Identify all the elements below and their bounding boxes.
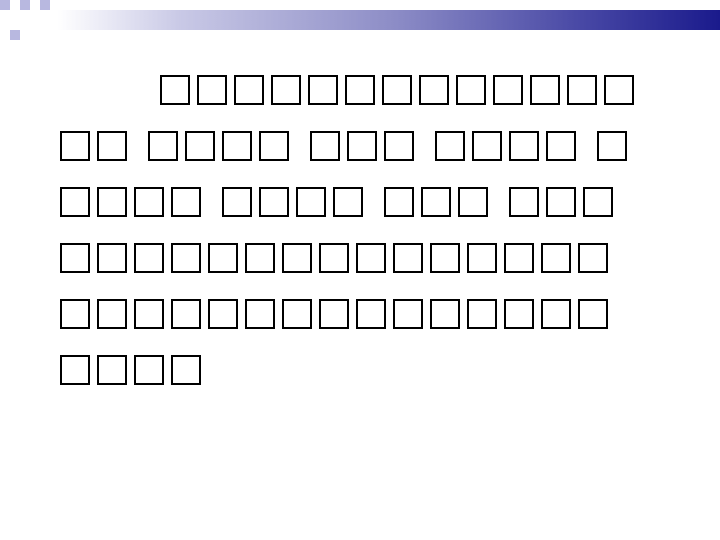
- text-line-1: [60, 75, 660, 131]
- text-line-6: [60, 355, 660, 411]
- text-line-5: [60, 299, 660, 355]
- header-gradient-bar: [0, 10, 720, 30]
- text-line-3: [60, 187, 660, 243]
- text-line-2: [60, 131, 660, 187]
- slide-body-text: [60, 75, 660, 411]
- text-line-4: [60, 243, 660, 299]
